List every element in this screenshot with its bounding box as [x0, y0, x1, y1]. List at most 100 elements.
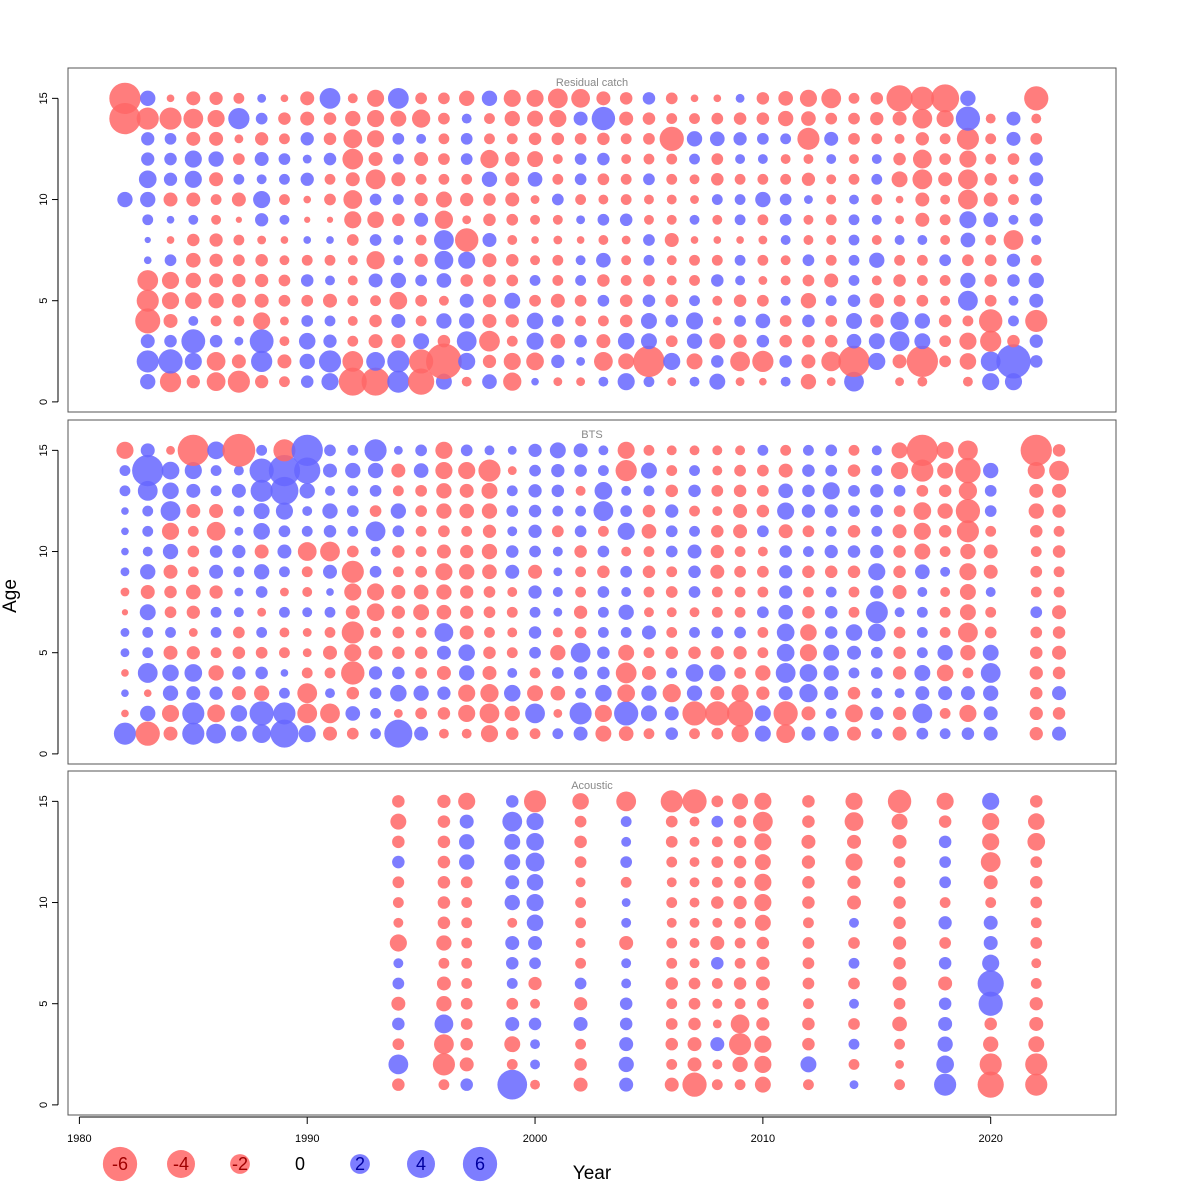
bubble [937, 462, 954, 479]
bubble [142, 627, 154, 638]
bubble [847, 645, 861, 660]
bubble [390, 110, 407, 127]
bubble [391, 996, 406, 1011]
bubble [414, 192, 428, 207]
bubble [803, 1079, 814, 1091]
bubble [664, 1077, 679, 1092]
bubble [341, 661, 365, 685]
bubble [342, 351, 364, 372]
bubble [778, 483, 793, 499]
bubble [892, 524, 907, 539]
bubble [166, 445, 175, 455]
bubble [553, 607, 563, 617]
bubble [939, 275, 951, 286]
bubble [188, 315, 199, 326]
bubble [209, 233, 223, 247]
bubble [779, 585, 793, 599]
bubble [870, 111, 884, 126]
bubble [209, 334, 223, 348]
bubble [865, 601, 888, 624]
bubble [121, 547, 129, 556]
bubble [1030, 606, 1043, 619]
bubble [209, 273, 224, 288]
bubble [848, 214, 860, 226]
bubble [120, 587, 130, 597]
bubble [915, 192, 930, 207]
bubble [186, 504, 201, 519]
bubble [526, 89, 544, 107]
bubble [597, 294, 610, 307]
bubble [347, 93, 358, 104]
bubble [958, 189, 978, 210]
bubble [800, 1056, 817, 1073]
bubble [186, 646, 200, 660]
bubble [939, 214, 951, 226]
bubble [757, 484, 769, 497]
bubble [187, 566, 199, 578]
bubble [460, 1018, 473, 1030]
bubble [640, 705, 657, 722]
bubble [666, 255, 677, 266]
legend-label: 0 [295, 1154, 305, 1174]
bubble [778, 524, 793, 539]
bubble [458, 704, 476, 722]
bubble [392, 1078, 405, 1091]
bubble [302, 587, 313, 597]
bubble [435, 441, 453, 459]
bubble [734, 998, 746, 1010]
bubble [279, 627, 290, 638]
bubble [367, 462, 384, 479]
bubble [140, 191, 156, 208]
bubble [505, 564, 520, 579]
bubble [801, 726, 816, 741]
bubble [1030, 254, 1042, 266]
bubble [415, 707, 427, 720]
bubble [848, 92, 860, 104]
bubble [326, 588, 334, 596]
bubble [893, 505, 906, 517]
bubble [689, 376, 700, 387]
bubble [575, 275, 587, 286]
bubble [437, 707, 451, 720]
bubble [414, 152, 429, 167]
bubble [754, 914, 771, 931]
bubble [848, 957, 860, 969]
bubble [575, 957, 587, 969]
bubble [620, 876, 632, 888]
bubble [458, 684, 476, 702]
bubble [1030, 937, 1043, 949]
bubble [1029, 152, 1043, 166]
bubble [575, 897, 587, 908]
bubble [643, 132, 655, 145]
bubble [345, 706, 361, 721]
bubble [369, 193, 382, 206]
bubble [529, 728, 541, 740]
bubble [733, 132, 747, 146]
bubble [324, 173, 336, 185]
bubble [711, 856, 724, 868]
bubble [1029, 666, 1043, 680]
bubble [137, 270, 159, 291]
bubble [959, 563, 977, 581]
bubble [1053, 525, 1065, 537]
bubble [529, 646, 541, 659]
bubble [712, 214, 723, 225]
bubble [393, 958, 404, 969]
bubble [209, 131, 224, 146]
bubble [460, 1078, 473, 1091]
bubble [735, 377, 745, 387]
bubble [757, 525, 769, 538]
bubble [1025, 309, 1048, 333]
bubble [940, 587, 951, 597]
bubble [619, 213, 633, 227]
bubble [916, 294, 929, 307]
bubble [734, 1079, 746, 1091]
panel-frame [67, 419, 1117, 765]
bubble [757, 464, 769, 477]
bubble [186, 192, 201, 207]
bubble [620, 173, 632, 185]
bubble [121, 507, 129, 515]
bubble [894, 607, 905, 618]
bubble [689, 938, 700, 948]
bubble [1030, 686, 1043, 700]
